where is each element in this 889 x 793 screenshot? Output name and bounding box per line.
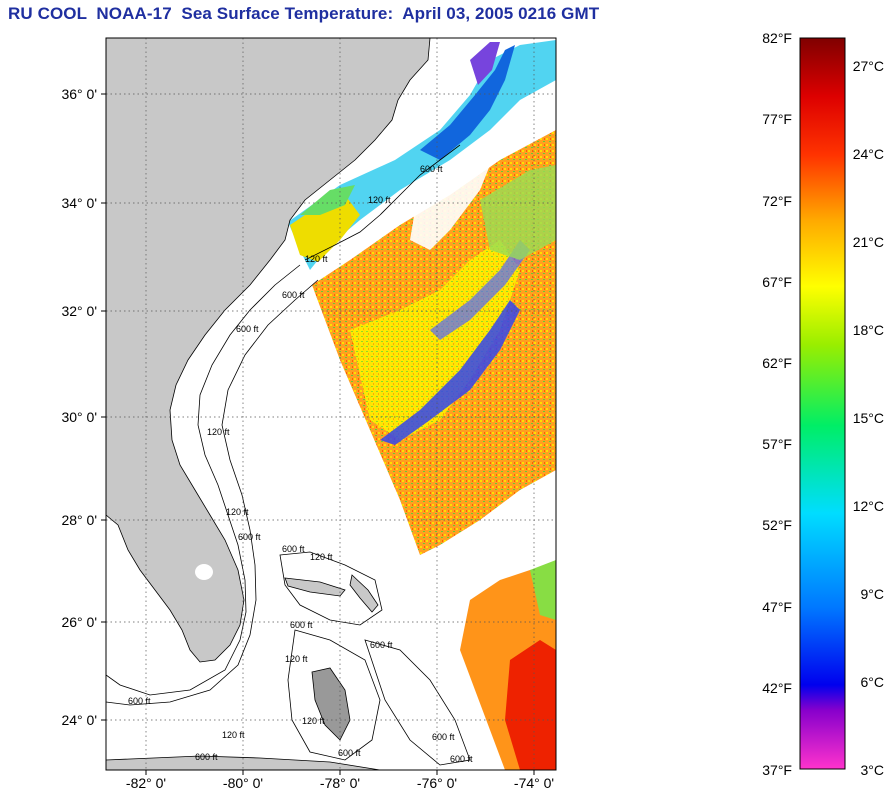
sst-swath-warm-core [350, 240, 520, 440]
cb-f-label: 67°F [762, 274, 792, 290]
latitude-labels: 36° 0' 34° 0' 32° 0' 30° 0' 28° 0' 26° 0… [61, 86, 97, 728]
lake-okeechobee [195, 564, 213, 580]
contour-label: 120 ft [302, 716, 325, 726]
contour-120ft [106, 264, 301, 696]
contour-label: 600 ft [282, 290, 305, 300]
cb-c-label: 18°C [853, 322, 884, 338]
contour-label: 120 ft [222, 730, 245, 740]
land-mainland [106, 38, 431, 663]
lat-tick-label: 28° 0' [61, 512, 97, 528]
sst-gap-white [410, 140, 500, 250]
lat-tick-label: 26° 0' [61, 614, 97, 630]
contour-label: 120 ft [285, 654, 308, 664]
lon-tick-label: -80° 0' [223, 775, 263, 791]
cb-c-label: 9°C [861, 586, 885, 602]
cb-c-label: 3°C [861, 762, 885, 778]
lat-tick-label: 30° 0' [61, 409, 97, 425]
contour-label: 600 ft [128, 696, 151, 706]
sst-cape-green [300, 185, 355, 215]
contour-label: 600 ft [282, 544, 305, 554]
cb-f-label: 47°F [762, 599, 792, 615]
contour-label: 600 ft [420, 164, 443, 174]
contour-label: 600 ft [338, 748, 361, 758]
contour-label: 600 ft [238, 532, 261, 542]
lat-tick-label: 34° 0' [61, 195, 97, 211]
contour-labels: 120 ft 600 ft 120 ft 600 ft 600 ft 120 f… [128, 164, 473, 764]
cb-f-label: 82°F [762, 30, 792, 46]
cb-f-label: 72°F [762, 193, 792, 209]
cb-c-label: 6°C [861, 674, 885, 690]
sst-cape-yellow [290, 195, 360, 262]
contour-label: 120 ft [305, 254, 328, 264]
contour-label: 120 ft [226, 507, 249, 517]
cb-f-label: 52°F [762, 517, 792, 533]
contour-label: 600 ft [370, 640, 393, 650]
cb-f-label: 37°F [762, 762, 792, 778]
sst-nearshore-blue [420, 45, 515, 160]
lon-tick-label: -78° 0' [320, 775, 360, 791]
colorbar-celsius-labels: 27°C 24°C 21°C 18°C 15°C 12°C 9°C 6°C 3°… [853, 58, 884, 778]
graticule [106, 38, 556, 770]
colorbar-fahrenheit-labels: 82°F 77°F 72°F 67°F 62°F 57°F 52°F 47°F … [762, 30, 792, 778]
colorbar-gradient [799, 37, 846, 770]
sst-southeast-red [505, 640, 556, 770]
cb-c-label: 15°C [853, 410, 884, 426]
contour-label: 600 ft [290, 620, 313, 630]
cb-f-label: 77°F [762, 111, 792, 127]
lat-tick-label: 32° 0' [61, 303, 97, 319]
contour-600ft [106, 279, 319, 706]
cb-c-label: 27°C [853, 58, 884, 74]
sst-southeast-green [530, 560, 556, 620]
longitude-labels: -82° 0' -80° 0' -78° 0' -76° 0' -74° 0' [126, 775, 554, 791]
lat-tick-label: 36° 0' [61, 86, 97, 102]
lon-tick-label: -76° 0' [417, 775, 457, 791]
lon-tick-label: -82° 0' [126, 775, 166, 791]
cb-f-label: 62°F [762, 355, 792, 371]
contour-label: 120 ft [368, 195, 391, 205]
island-andros [311, 667, 351, 741]
contour-label: 600 ft [236, 324, 259, 334]
sst-green-patches [480, 165, 556, 260]
cb-f-label: 57°F [762, 436, 792, 452]
colorbar: 82°F 77°F 72°F 67°F 62°F 57°F 52°F 47°F … [762, 30, 884, 778]
cb-c-label: 24°C [853, 146, 884, 162]
map-frame [105, 37, 557, 771]
contour-label: 120 ft [207, 427, 230, 437]
axis-ticks [101, 93, 535, 775]
contour-label: 120 ft [310, 552, 333, 562]
sst-violet-streak [470, 42, 500, 85]
map-title: RU COOL NOAA-17 Sea Surface Temperature:… [8, 4, 600, 23]
cb-c-label: 12°C [853, 498, 884, 514]
contour-label: 600 ft [432, 732, 455, 742]
contour-north-shelf [304, 144, 461, 261]
cb-c-label: 21°C [853, 234, 884, 250]
contour-label: 600 ft [450, 754, 473, 764]
sst-cool-streak [380, 300, 520, 445]
lat-tick-label: 24° 0' [61, 712, 97, 728]
contour-bahamas-bank [279, 551, 471, 766]
contour-label: 600 ft [195, 752, 218, 762]
sst-cool-streak-2 [430, 240, 530, 340]
cb-f-label: 42°F [762, 680, 792, 696]
lon-tick-label: -74° 0' [514, 775, 554, 791]
island-abaco [349, 574, 379, 613]
map-panel: 120 ft 600 ft 120 ft 600 ft 600 ft 120 f… [106, 38, 556, 770]
